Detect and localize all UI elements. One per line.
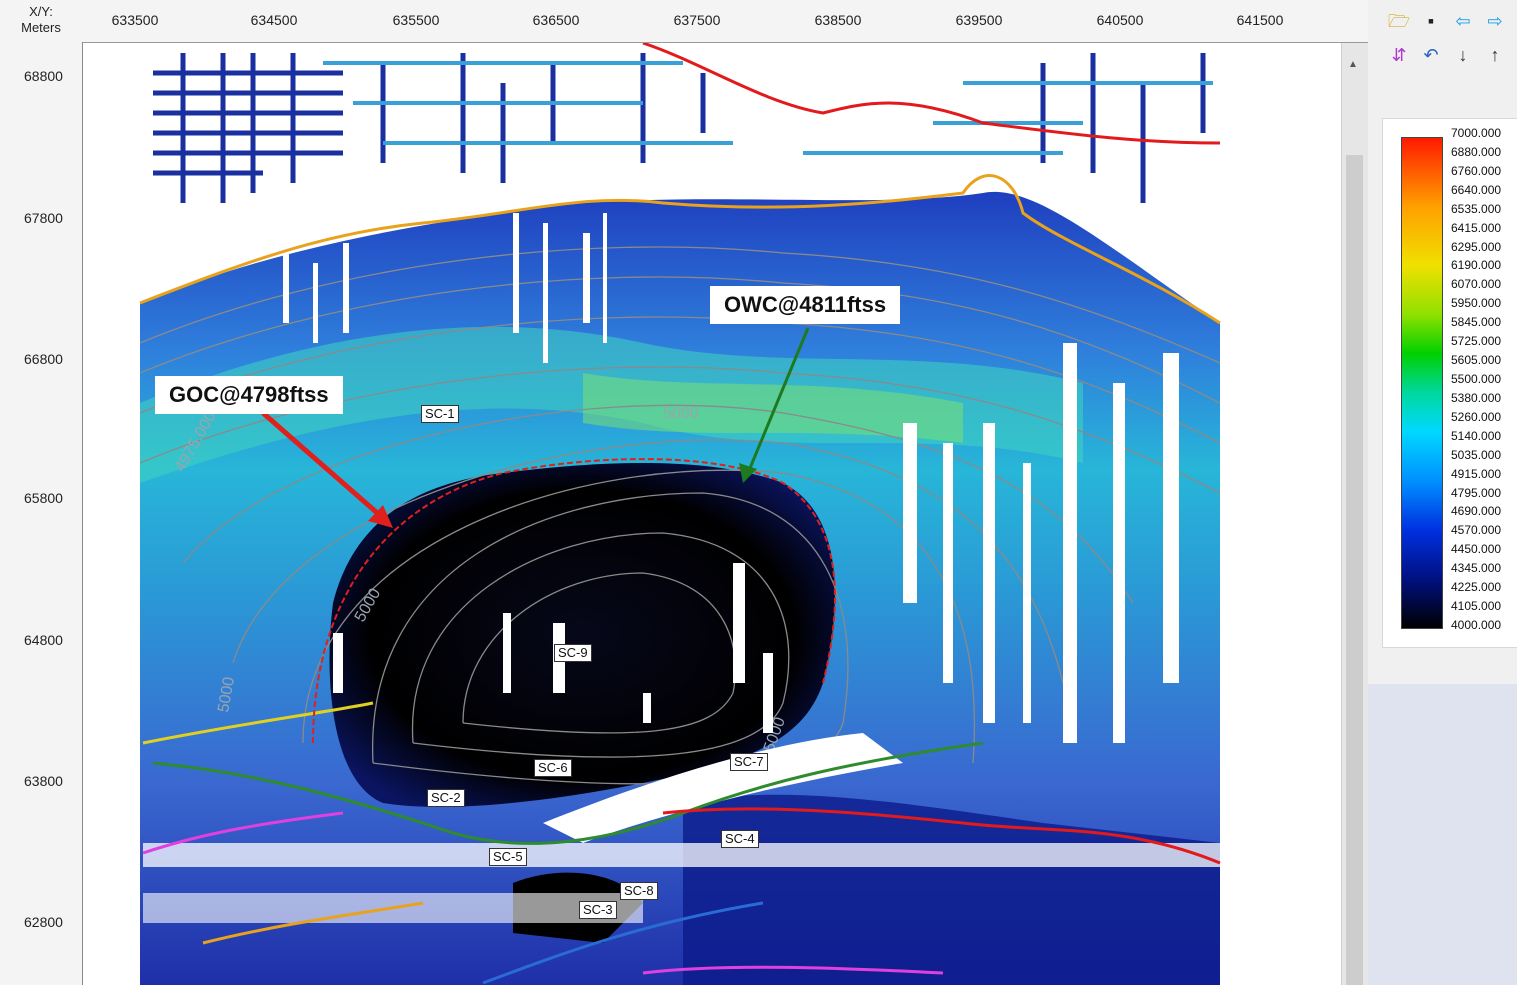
open-folder-icon[interactable]: 🗁 [1387, 11, 1411, 31]
colorbar-tick-label: 5950.000 [1451, 296, 1502, 311]
y-tick-label: 65800 [24, 490, 63, 506]
colorbar-tick-label: 4795.000 [1451, 485, 1502, 500]
coordinate-corner-label: X/Y: Meters [12, 4, 70, 36]
x-tick-label: 641500 [1236, 12, 1284, 28]
y-tick-label: 62800 [24, 914, 63, 930]
colorbar-tick-label: 5605.000 [1451, 353, 1502, 368]
x-tick-label: 639500 [955, 12, 1003, 28]
colorbar-tick-label: 5140.000 [1451, 428, 1502, 443]
right-panel: 🗁 ▪ ⇦ ⇨ ⇵ ↶ ↓ ↑ 7000.000 6880.000 6760.000… [1368, 0, 1517, 985]
colorbar-tick-label: 5035.000 [1451, 447, 1502, 462]
colorbar-tick-label: 6190.000 [1451, 258, 1502, 273]
owc-callout: OWC@4811ftss [710, 286, 901, 324]
colorbar-tick-label: 6535.000 [1451, 201, 1502, 216]
x-tick-label: 640500 [1096, 12, 1144, 28]
contour-label: 5000 [215, 676, 238, 714]
colorbar-tick-label: 4225.000 [1451, 580, 1502, 595]
vertical-scrollbar[interactable]: ▲ [1341, 43, 1368, 985]
colorbar-tick-label: 4570.000 [1451, 523, 1502, 538]
save-icon[interactable]: ▪ [1427, 11, 1435, 31]
colorbar-tick-label: 6295.000 [1451, 239, 1502, 254]
well-label[interactable]: SC-1 [421, 405, 459, 423]
well-label[interactable]: SC-5 [489, 848, 527, 866]
colorbar-tick-label: 6070.000 [1451, 277, 1502, 292]
scrollbar-thumb[interactable] [1346, 155, 1363, 985]
data-gaps [143, 213, 1220, 923]
colorbar-tick-label: 4345.000 [1451, 561, 1502, 576]
fault-lines [139, 43, 1221, 985]
x-tick-label: 633500 [111, 12, 159, 28]
y-tick-label: 66800 [24, 351, 63, 367]
undo-icon[interactable]: ↶ [1423, 45, 1439, 65]
colorbar-tick-label: 7000.000 [1451, 126, 1502, 140]
palette-icon[interactable]: ⇵ [1391, 45, 1407, 65]
colorbar-tick-label: 6640.000 [1451, 182, 1502, 197]
x-tick-label: 636500 [532, 12, 580, 28]
y-tick-label: 68800 [24, 68, 63, 84]
colorbar-tick-label: 5500.000 [1451, 372, 1502, 386]
colorbar-tick-label: 6880.000 [1451, 144, 1502, 159]
colorbar-tick-label: 5380.000 [1451, 390, 1502, 405]
units-label: Meters [21, 20, 61, 35]
x-tick-label: 635500 [392, 12, 440, 28]
colorbar-tick-label: 4450.000 [1451, 542, 1502, 557]
sort-asc-icon[interactable]: ↑ [1490, 45, 1500, 65]
colorbar-tick-label: 5260.000 [1451, 409, 1502, 424]
y-tick-label: 63800 [24, 773, 63, 789]
colorbar-tick-label: 5845.000 [1451, 315, 1502, 330]
well-label[interactable]: SC-3 [579, 901, 617, 919]
colorbar-tick-label: 6415.000 [1451, 220, 1502, 235]
well-label[interactable]: SC-4 [721, 830, 759, 848]
colorbar-tick-label: 4915.000 [1451, 466, 1502, 481]
xy-label: X/Y: [29, 4, 53, 19]
x-tick-label: 634500 [250, 12, 298, 28]
well-label[interactable]: SC-8 [620, 882, 658, 900]
goc-callout: GOC@4798ftss [155, 376, 343, 414]
arrow-right-icon[interactable]: ⇨ [1487, 11, 1503, 31]
seismic-amplitude-map: 4975.000 5000 5000 5000 5000 [83, 43, 1341, 985]
colorbar-tick-label: 4690.000 [1451, 504, 1502, 519]
scroll-up-icon[interactable]: ▲ [1348, 59, 1358, 70]
colorbar-tick-label: 5725.000 [1451, 334, 1502, 349]
well-label[interactable]: SC-6 [534, 759, 572, 777]
well-label[interactable]: SC-7 [730, 753, 768, 771]
owc-arrow [739, 327, 810, 483]
sort-desc-icon[interactable]: ↓ [1458, 45, 1468, 65]
well-label[interactable]: SC-2 [427, 789, 465, 807]
top-grid-lines [153, 53, 1206, 203]
contour-label: 5000 [663, 405, 699, 422]
x-ruler: X/Y: Meters 633500 634500 635500 636500 6375… [0, 0, 1368, 43]
x-tick-label: 637500 [673, 12, 721, 28]
y-ruler [0, 42, 83, 985]
well-label[interactable]: SC-9 [554, 644, 592, 662]
y-tick-label: 67800 [24, 210, 63, 226]
y-tick-label: 64800 [24, 632, 63, 648]
colorbar-tick-label: 6760.000 [1451, 163, 1502, 178]
arrow-left-icon[interactable]: ⇦ [1455, 11, 1471, 31]
x-tick-label: 638500 [814, 12, 862, 28]
lower-panel [1368, 684, 1517, 985]
colorbar-tick-label: 4105.000 [1451, 599, 1502, 614]
color-legend: 7000.000 6880.000 6760.000 6640.000 6535.000… [1382, 118, 1517, 648]
colorbar [1401, 137, 1443, 629]
seismic-map-canvas[interactable]: 4975.000 5000 5000 5000 5000 [83, 43, 1341, 985]
colorbar-tick-label: 4000.000 [1451, 618, 1502, 632]
goc-contour [312, 458, 836, 744]
goc-arrow [261, 411, 393, 528]
